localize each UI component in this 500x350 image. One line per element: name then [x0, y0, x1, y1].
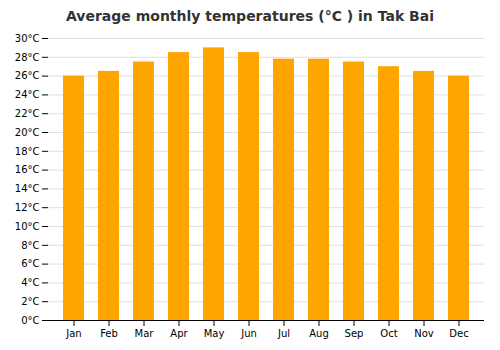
svg-text:22°C: 22°C: [15, 108, 40, 119]
svg-text:28°C: 28°C: [15, 52, 40, 63]
html-text:Average monthly temperatures (: Average monthly temperatures (°C ) in Ta…: [66, 8, 434, 24]
svg-text:Jul: Jul: [277, 328, 290, 339]
svg-text:20°C: 20°C: [15, 127, 40, 138]
svg-text:26°C: 26°C: [15, 70, 40, 81]
svg-text:Nov: Nov: [414, 328, 434, 339]
svg-text:Apr: Apr: [170, 328, 188, 339]
svg-text:12°C: 12°C: [15, 202, 40, 213]
svg-text:16°C: 16°C: [15, 164, 40, 175]
svg-text:Jun: Jun: [240, 328, 257, 339]
svg-text:Dec: Dec: [449, 328, 468, 339]
svg-text:4°C: 4°C: [21, 277, 39, 288]
svg-text:Oct: Oct: [380, 328, 397, 339]
svg-text:6°C: 6°C: [21, 258, 39, 269]
svg-text:Aug: Aug: [309, 328, 329, 339]
svg-text:8°C: 8°C: [21, 240, 39, 251]
svg-text:Jan: Jan: [65, 328, 81, 339]
svg-text:10°C: 10°C: [15, 221, 40, 232]
svg-text:30°C: 30°C: [15, 33, 40, 44]
svg-text:14°C: 14°C: [15, 183, 40, 194]
svg-text:Sep: Sep: [345, 328, 364, 339]
svg-text:0°C: 0°C: [21, 315, 39, 326]
svg-text:Feb: Feb: [100, 328, 118, 339]
svg-text:24°C: 24°C: [15, 89, 40, 100]
svg-text:2°C: 2°C: [21, 296, 39, 307]
svg-text:May: May: [204, 328, 225, 339]
svg-text:18°C: 18°C: [15, 146, 40, 157]
svg-text:Mar: Mar: [135, 328, 155, 339]
